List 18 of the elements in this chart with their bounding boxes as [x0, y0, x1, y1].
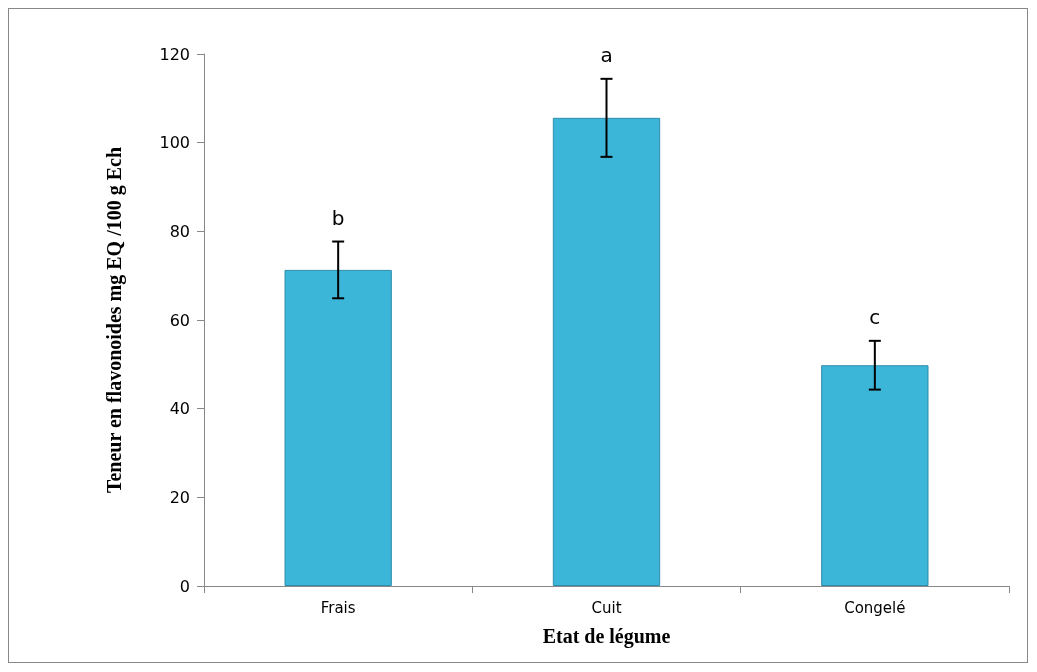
- y-tick-label: 120: [159, 44, 190, 64]
- y-tick-label: 20: [169, 487, 190, 507]
- annotation: a: [600, 42, 613, 67]
- annotation: b: [331, 205, 345, 230]
- bar: [552, 117, 661, 586]
- y-tick-label: 0: [179, 576, 190, 596]
- y-tick-label: 80: [169, 221, 190, 241]
- bar: [284, 269, 392, 586]
- x-tick-label: Frais: [320, 598, 356, 617]
- y-tick-label: 60: [169, 310, 190, 330]
- y-axis-title: Teneur en flavonoides mg EQ /100 g Ech: [103, 146, 126, 494]
- x-tick-label: Cuit: [591, 598, 622, 617]
- x-tick-label: Congelé: [844, 598, 906, 617]
- x-axis-title: Etat de légume: [542, 625, 671, 648]
- y-tick-label: 40: [169, 399, 190, 419]
- bar: [821, 365, 929, 586]
- annotation: c: [869, 304, 881, 329]
- y-tick-label: 100: [159, 133, 190, 153]
